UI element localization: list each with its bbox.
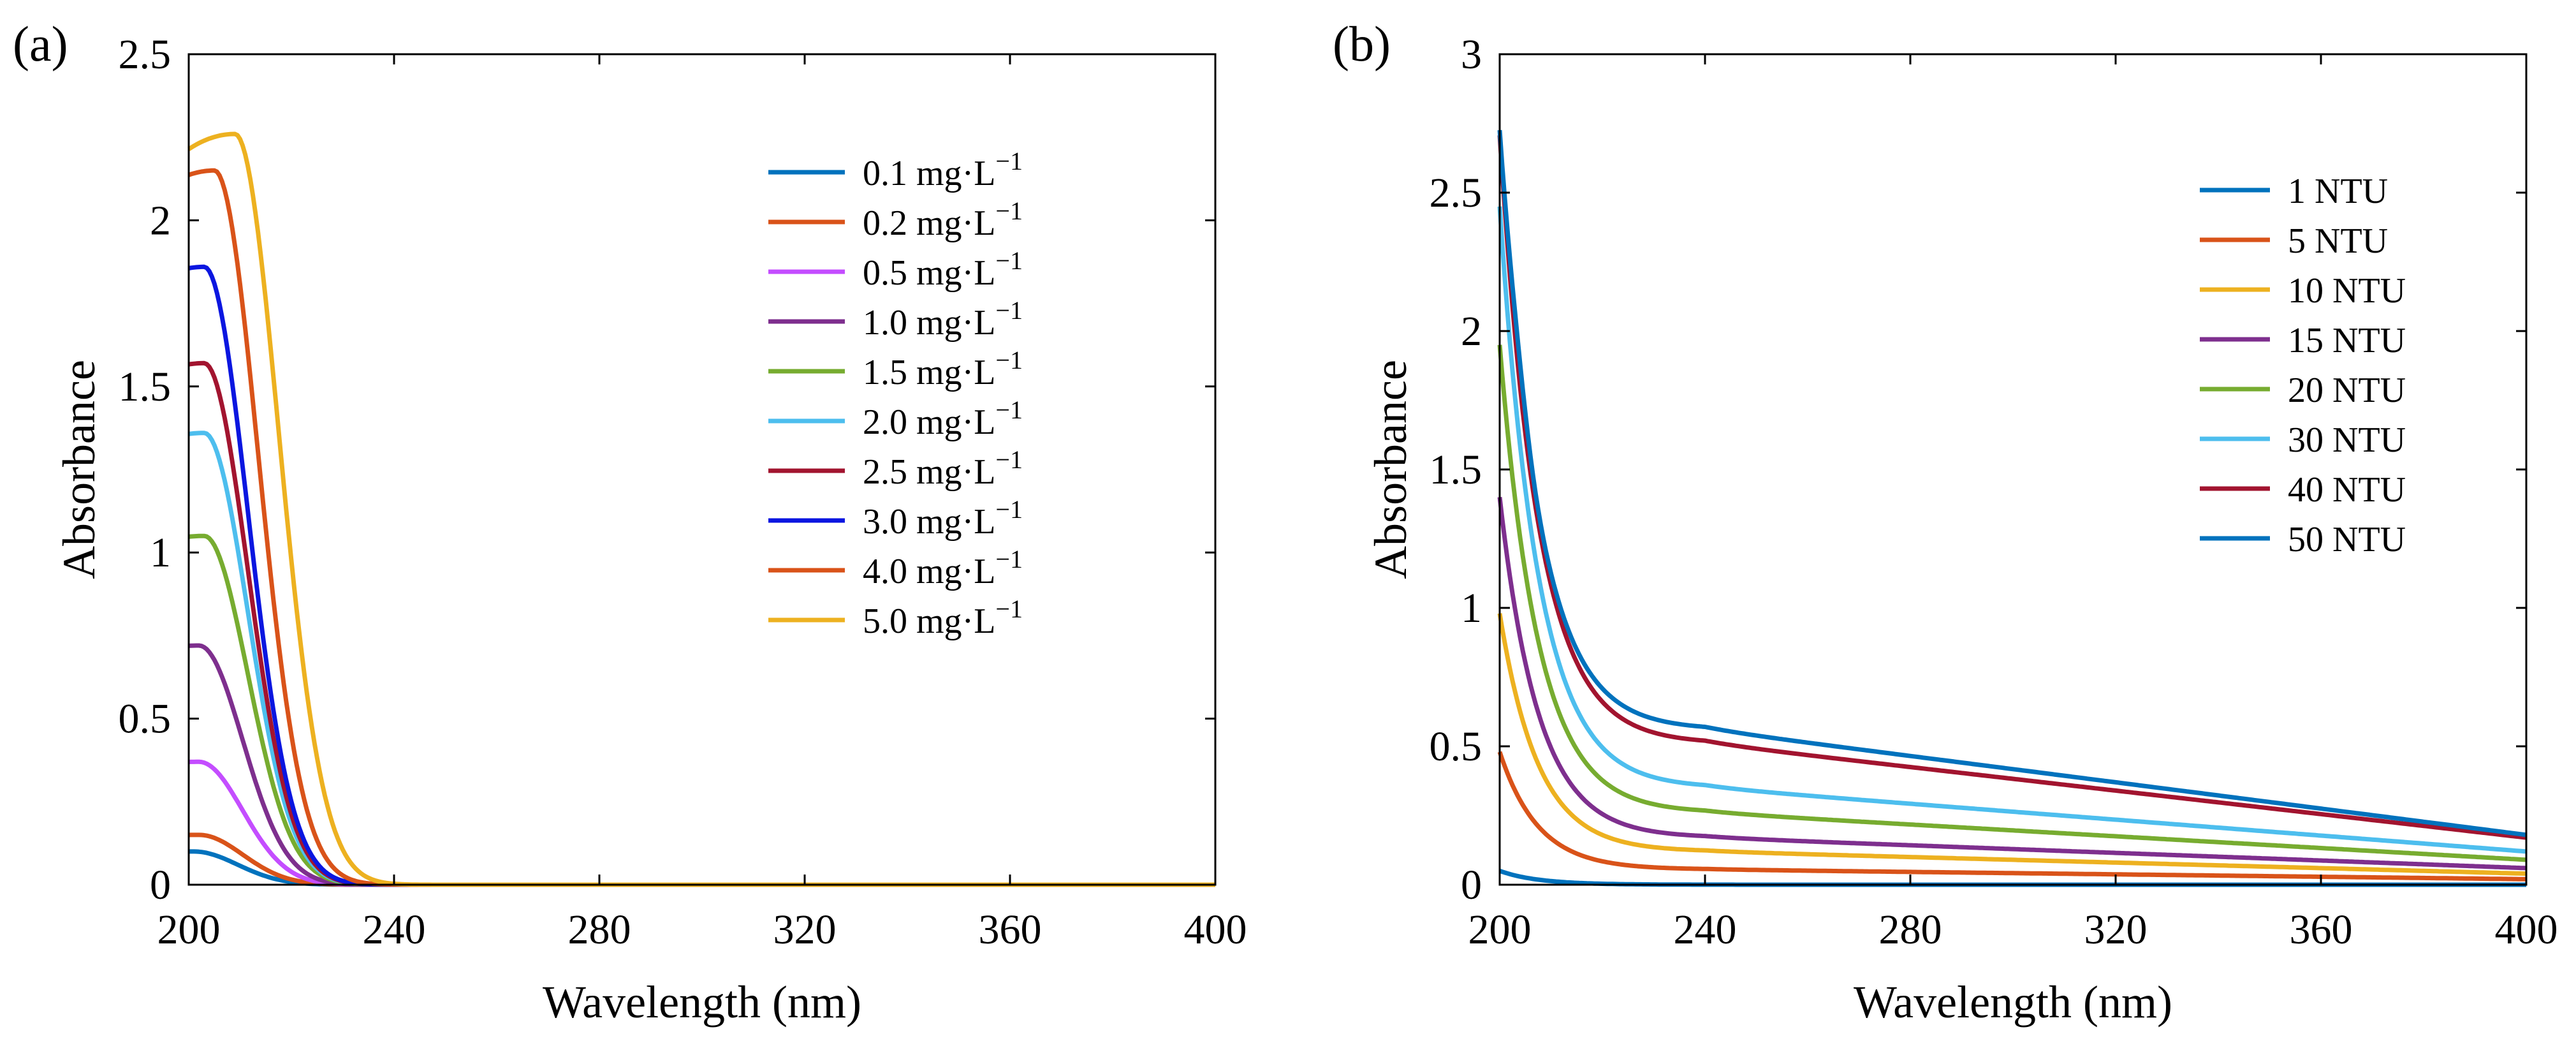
legend-label-text: 0.1 mg·L <box>863 154 995 193</box>
panel-a: (a) 200 240 280 320 360 400 0 0.5 1 1.5 2 2.5 Wavel… <box>13 16 1247 1028</box>
legend-label-text: 1 NTU <box>2288 172 2388 211</box>
legend-label-superscript: −1 <box>995 495 1023 524</box>
panel-a-letter: (a) <box>13 16 68 71</box>
panel-b-legend-label: 5 NTU <box>2288 221 2388 261</box>
panel-a-y-axis-label: Absorbance <box>54 360 105 579</box>
panel-a-legend-label: 0.2 mg·L−1 <box>863 196 1023 243</box>
panel-b-y-tick-label: 0 <box>1461 862 1482 908</box>
panel-b-legend-label: 10 NTU <box>2288 271 2406 311</box>
panel-b-legend-label: 40 NTU <box>2288 470 2406 510</box>
legend-label-text: 5.0 mg·L <box>863 602 995 641</box>
panel-b-series-lines <box>1497 129 2527 887</box>
legend-label-text: 20 NTU <box>2288 371 2406 410</box>
legend-label-text: 1.0 mg·L <box>863 303 995 343</box>
panel-b-x-tick-label: 320 <box>2084 906 2148 953</box>
panel-a-legend-label: 4.0 mg·L−1 <box>863 545 1023 591</box>
panel-a-x-axis-label: Wavelength (nm) <box>543 977 861 1028</box>
panel-b-x-tick-label: 200 <box>1468 906 1532 953</box>
legend-label-superscript: −1 <box>995 395 1023 424</box>
panel-a-x-tick-label: 320 <box>773 906 837 953</box>
panel-b-y-tick-label: 1 <box>1461 585 1482 631</box>
panel-b-series-line <box>1497 344 2527 862</box>
panel-b-ticks: 200 240 280 320 360 400 0 0.5 1 1.5 2 2.5 3 <box>1430 31 2558 953</box>
panel-b: (b) 200 240 280 320 360 400 0 0.5 1 1.5 2 2.5 3 Wave… <box>1333 16 2558 1028</box>
panel-a-y-tick-label: 1 <box>150 529 171 576</box>
panel-b-x-tick-label: 240 <box>1674 906 1737 953</box>
legend-label-text: 0.2 mg·L <box>863 203 995 243</box>
panel-b-legend-label: 1 NTU <box>2288 172 2388 211</box>
panel-a-legend-label: 0.1 mg·L−1 <box>863 147 1023 193</box>
panel-a-x-tick-label: 280 <box>568 906 631 953</box>
panel-b-legend-label: 20 NTU <box>2288 371 2406 410</box>
panel-a-x-tick-label: 360 <box>979 906 1042 953</box>
legend-label-superscript: −1 <box>995 147 1023 175</box>
panel-a-y-tick-label: 2 <box>150 197 171 244</box>
panel-b-y-tick-label: 2.5 <box>1430 170 1482 216</box>
panel-a-y-tick-label: 0 <box>150 862 171 908</box>
legend-label-superscript: −1 <box>995 246 1023 275</box>
panel-a-legend-label: 3.0 mg·L−1 <box>863 495 1023 542</box>
panel-a-axes-frame <box>187 53 1217 886</box>
legend-label-text: 0.5 mg·L <box>863 253 995 293</box>
legend-label-superscript: −1 <box>995 594 1023 623</box>
panel-a-y-tick-label: 0.5 <box>119 696 172 742</box>
legend-label-text: 15 NTU <box>2288 321 2406 360</box>
legend-label-text: 3.0 mg·L <box>863 502 995 542</box>
panel-b-series-line <box>1497 206 2527 854</box>
legend-label-superscript: −1 <box>995 346 1023 374</box>
panel-b-y-tick-label: 1.5 <box>1430 447 1482 493</box>
panel-b-x-tick-label: 280 <box>1879 906 1942 953</box>
panel-a-legend-label: 1.5 mg·L−1 <box>863 346 1023 392</box>
panel-b-series-line <box>1497 129 2527 838</box>
panel-b-x-tick-label: 400 <box>2495 906 2558 953</box>
panel-a-ticks: 200 240 280 320 360 400 0 0.5 1 1.5 2 2.5 <box>119 31 1247 953</box>
panel-a-legend-label: 0.5 mg·L−1 <box>863 246 1023 293</box>
panel-b-y-tick-label: 0.5 <box>1430 723 1482 770</box>
panel-b-legend: 1 NTU 5 NTU 10 NTU 15 NTU 20 NTU 30 NTU 40 NTU… <box>2200 172 2406 559</box>
panel-b-letter: (b) <box>1333 16 1391 71</box>
panel-b-y-axis-label: Absorbance <box>1365 360 1416 579</box>
legend-label-text: 30 NTU <box>2288 420 2406 460</box>
panel-b-series-line <box>1497 135 2527 840</box>
panel-a-legend: 0.1 mg·L−10.2 mg·L−10.5 mg·L−11.0 mg·L−1… <box>768 147 1023 641</box>
legend-label-text: 50 NTU <box>2288 520 2406 559</box>
panel-b-x-tick-label: 360 <box>2290 906 2353 953</box>
legend-label-superscript: −1 <box>995 545 1023 573</box>
legend-label-text: 40 NTU <box>2288 470 2406 510</box>
panel-b-series-line <box>1497 751 2526 882</box>
legend-label-text: 10 NTU <box>2288 271 2406 311</box>
legend-label-text: 2.0 mg·L <box>863 402 995 442</box>
panel-a-legend-label: 5.0 mg·L−1 <box>863 594 1023 641</box>
panel-b-series-line <box>1497 613 2527 876</box>
panel-a-legend-label: 2.0 mg·L−1 <box>863 395 1023 442</box>
panel-b-legend-label: 30 NTU <box>2288 420 2406 460</box>
panel-a-x-tick-label: 200 <box>157 906 221 953</box>
panel-b-legend-label: 15 NTU <box>2288 321 2406 360</box>
panel-a-x-tick-label: 400 <box>1184 906 1247 953</box>
panel-b-x-axis-label: Wavelength (nm) <box>1854 977 2172 1028</box>
panel-a-y-tick-label: 1.5 <box>119 364 172 410</box>
panel-b-y-tick-label: 3 <box>1461 31 1482 78</box>
panel-a-legend-label: 2.5 mg·L−1 <box>863 445 1023 492</box>
panel-b-series-line <box>1497 496 2527 871</box>
legend-label-text: 2.5 mg·L <box>863 452 995 492</box>
legend-label-text: 4.0 mg·L <box>863 552 995 591</box>
legend-label-superscript: −1 <box>995 196 1023 225</box>
panel-a-y-tick-label: 2.5 <box>119 31 172 78</box>
legend-label-text: 5 NTU <box>2288 221 2388 261</box>
panel-b-legend-label: 50 NTU <box>2288 520 2406 559</box>
panel-a-legend-label: 1.0 mg·L−1 <box>863 296 1023 343</box>
panel-b-y-tick-label: 2 <box>1461 308 1482 355</box>
panel-a-x-tick-label: 240 <box>363 906 426 953</box>
panel-a-plot-area <box>189 54 1215 885</box>
legend-label-text: 1.5 mg·L <box>863 353 995 392</box>
legend-label-superscript: −1 <box>995 445 1023 474</box>
panel-b-plot-area <box>1500 54 2526 885</box>
legend-label-superscript: −1 <box>995 296 1023 325</box>
